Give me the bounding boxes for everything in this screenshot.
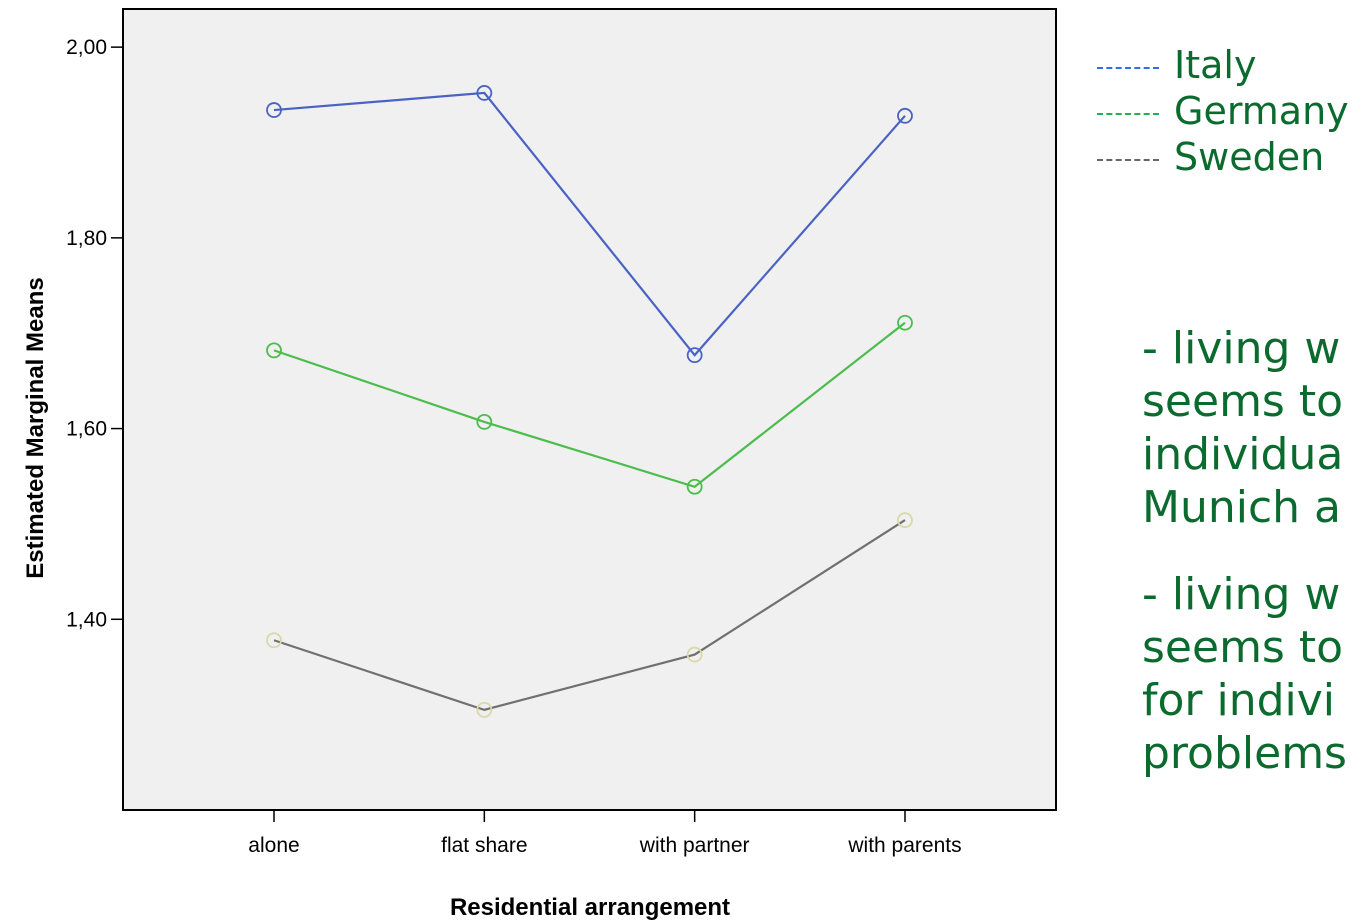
point-germany-3	[897, 314, 913, 331]
y-tick-label-2: 1,80	[66, 227, 107, 250]
legend-item-germany: Germany	[1097, 88, 1349, 134]
note-2: - living w seems to for indivi problems	[1142, 568, 1372, 780]
note-1-line-2: seems to	[1142, 376, 1344, 427]
y-axis-title: Estimated Marginal Means	[22, 277, 49, 578]
point-germany-2	[686, 478, 703, 495]
series-line-germany	[273, 321, 906, 488]
legend-label-germany: Germany	[1174, 89, 1349, 133]
legend: Italy Germany Sweden	[1097, 42, 1349, 180]
point-sweden-2	[686, 646, 703, 663]
point-sweden-1	[476, 701, 493, 718]
x-tick-label-0: alone	[248, 834, 299, 857]
plot-area	[122, 8, 1057, 811]
x-axis-title: Residential arrangement	[450, 894, 730, 921]
series-line-italy	[273, 91, 906, 357]
y-tick-label-1: 1,60	[66, 418, 107, 441]
point-italy-3	[897, 107, 913, 124]
notes-panel: - living w seems to individua Munich a -…	[1142, 322, 1372, 814]
point-italy-0	[266, 102, 282, 118]
legend-dash-germany	[1097, 112, 1159, 115]
x-tick-label-1: flat share	[441, 834, 527, 857]
point-italy-2	[686, 347, 703, 364]
y-axis: 1,40 1,60 1,80 2,00	[66, 36, 123, 631]
point-italy-1	[476, 85, 493, 101]
note-2-line-2: seems to	[1142, 622, 1344, 673]
legend-item-sweden: Sweden	[1097, 134, 1349, 180]
legend-label-italy: Italy	[1174, 43, 1257, 87]
point-germany-0	[266, 342, 282, 359]
note-1-line-3: individua	[1142, 429, 1344, 480]
legend-label-sweden: Sweden	[1174, 135, 1325, 179]
point-sweden-0	[266, 632, 282, 649]
legend-dash-italy	[1097, 66, 1159, 69]
note-1-line-4: Munich a	[1142, 482, 1341, 533]
note-2-line-4: problems	[1142, 728, 1347, 779]
note-2-line-1: - living w	[1142, 569, 1341, 620]
series-layer	[266, 85, 913, 718]
point-germany-1	[476, 413, 493, 430]
legend-dash-sweden	[1097, 158, 1159, 161]
x-axis: alone flat share with partner with parents	[248, 810, 962, 857]
note-1: - living w seems to individua Munich a	[1142, 322, 1372, 534]
x-tick-label-3: with parents	[847, 834, 961, 857]
note-2-line-3: for indivi	[1142, 675, 1336, 726]
point-sweden-3	[897, 512, 913, 529]
x-tick-label-2: with partner	[639, 834, 750, 857]
legend-item-italy: Italy	[1097, 42, 1349, 88]
series-line-sweden	[273, 519, 906, 712]
y-tick-label-0: 1,40	[66, 608, 107, 631]
note-1-line-1: - living w	[1142, 323, 1341, 374]
chart: 1,40 1,60 1,80 2,00 alone flat share with par…	[22, 8, 1057, 921]
y-tick-label-3: 2,00	[66, 36, 107, 59]
